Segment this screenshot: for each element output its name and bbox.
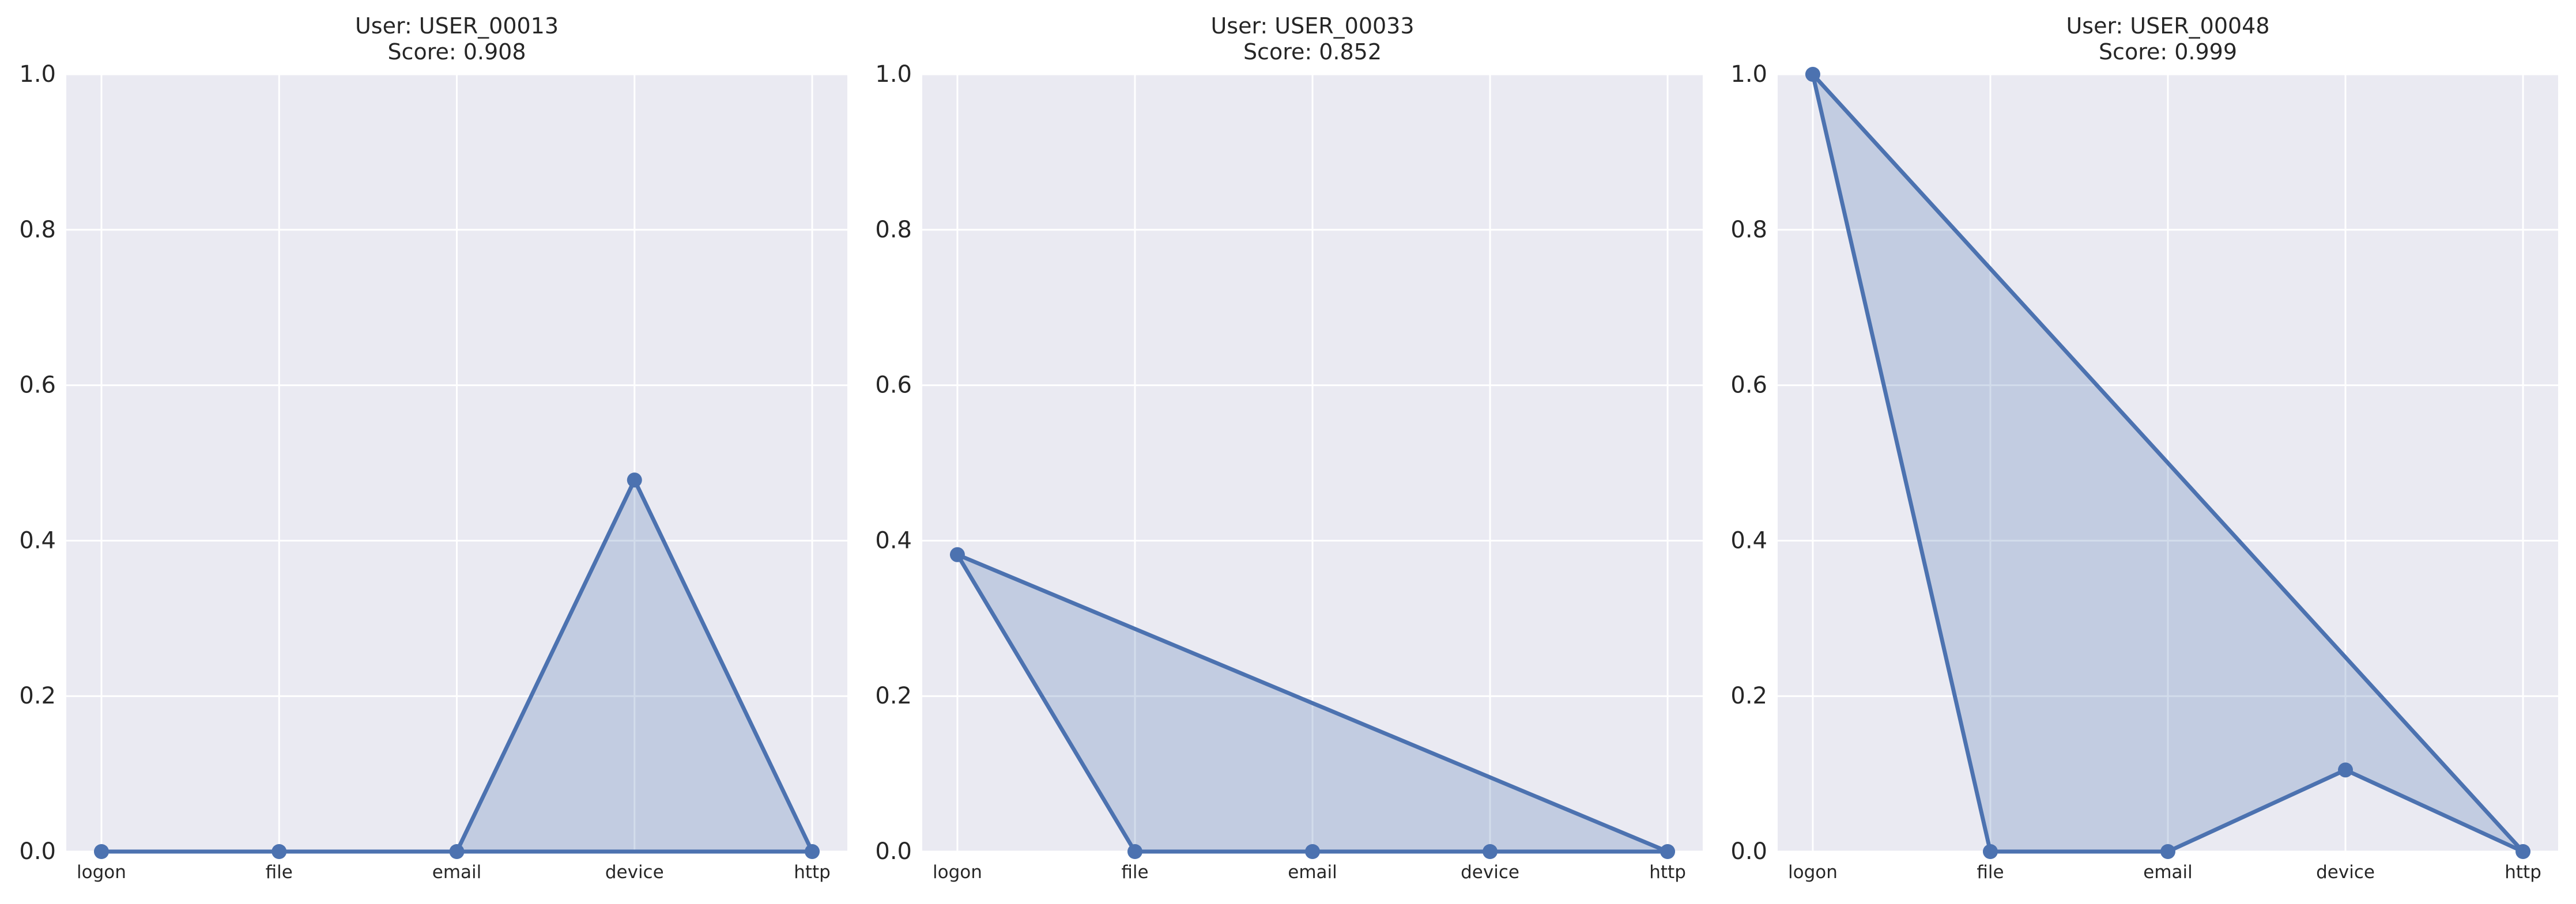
- y-tick-label: 1.0: [1730, 61, 1767, 88]
- chart-title: User: USER_00033: [1210, 13, 1414, 39]
- y-tick-label: 0.2: [1730, 683, 1767, 709]
- y-tick-label: 0.4: [875, 527, 912, 554]
- data-point: [449, 844, 465, 859]
- data-point: [1660, 844, 1676, 859]
- x-tick-label: http: [1649, 862, 1686, 883]
- y-tick-label: 0.4: [1730, 527, 1767, 554]
- chart-panel-2: 0.0 0.2 0.4 0.6 0.8 1.0 logon file email device ht…: [875, 13, 1703, 883]
- x-tick-label: logon: [1788, 862, 1838, 883]
- data-point: [627, 472, 642, 488]
- x-tick-label: http: [794, 862, 831, 883]
- x-tick-label: device: [2316, 862, 2375, 883]
- y-tick-label: 0.8: [875, 217, 912, 243]
- x-tick-label: device: [605, 862, 664, 883]
- y-tick-label: 0.0: [1730, 838, 1767, 865]
- y-tick-label: 0.6: [875, 372, 912, 399]
- chart-panel-3: 0.0 0.2 0.4 0.6 0.8 1.0 logon file email device ht…: [1730, 13, 2558, 883]
- x-tick-label: email: [1288, 862, 1337, 883]
- chart-score-label: Score: 0.999: [2099, 39, 2237, 65]
- chart-score-label: Score: 0.908: [387, 39, 526, 65]
- x-tick-label: http: [2505, 862, 2541, 883]
- x-tick-label: email: [432, 862, 482, 883]
- x-tick-label: file: [266, 862, 293, 883]
- data-point: [2338, 762, 2354, 778]
- x-tick-label: device: [1461, 862, 1519, 883]
- y-tick-label: 0.6: [1730, 372, 1767, 399]
- chart-score-label: Score: 0.852: [1243, 39, 1382, 65]
- data-point: [2160, 844, 2175, 859]
- series-line: [1811, 72, 2525, 854]
- data-point: [1982, 844, 1998, 859]
- y-tick-label: 1.0: [875, 61, 912, 88]
- series-line: [99, 478, 814, 854]
- y-tick-label: 0.0: [19, 838, 56, 865]
- data-point: [805, 844, 820, 859]
- x-tick-label: email: [2143, 862, 2193, 883]
- x-tick-label: logon: [933, 862, 982, 883]
- series-fill-area: [101, 480, 813, 852]
- y-tick-label: 0.2: [875, 683, 912, 709]
- chart-title: User: USER_00048: [2066, 13, 2269, 39]
- data-point: [271, 844, 287, 859]
- y-tick-label: 0.8: [19, 217, 56, 243]
- chart-panel-1: 0.0 0.2 0.4 0.6 0.8 1.0 logon file email device ht…: [19, 13, 847, 883]
- data-point: [1805, 67, 1820, 82]
- data-point: [1127, 844, 1142, 859]
- x-tick-label: logon: [77, 862, 126, 883]
- y-tick-label: 0.8: [1730, 217, 1767, 243]
- y-tick-label: 0.6: [19, 372, 56, 399]
- x-tick-label: file: [1121, 862, 1148, 883]
- y-tick-label: 0.2: [19, 683, 56, 709]
- y-tick-label: 1.0: [19, 61, 56, 88]
- data-point: [949, 547, 965, 562]
- y-tick-label: 0.0: [875, 838, 912, 865]
- data-point: [2515, 844, 2531, 859]
- data-point: [1305, 844, 1320, 859]
- data-point: [1483, 844, 1498, 859]
- chart-title: User: USER_00013: [355, 13, 559, 39]
- data-point: [93, 844, 109, 859]
- y-tick-label: 0.4: [19, 527, 56, 554]
- x-tick-label: file: [1977, 862, 2004, 883]
- series-line: [955, 553, 1670, 854]
